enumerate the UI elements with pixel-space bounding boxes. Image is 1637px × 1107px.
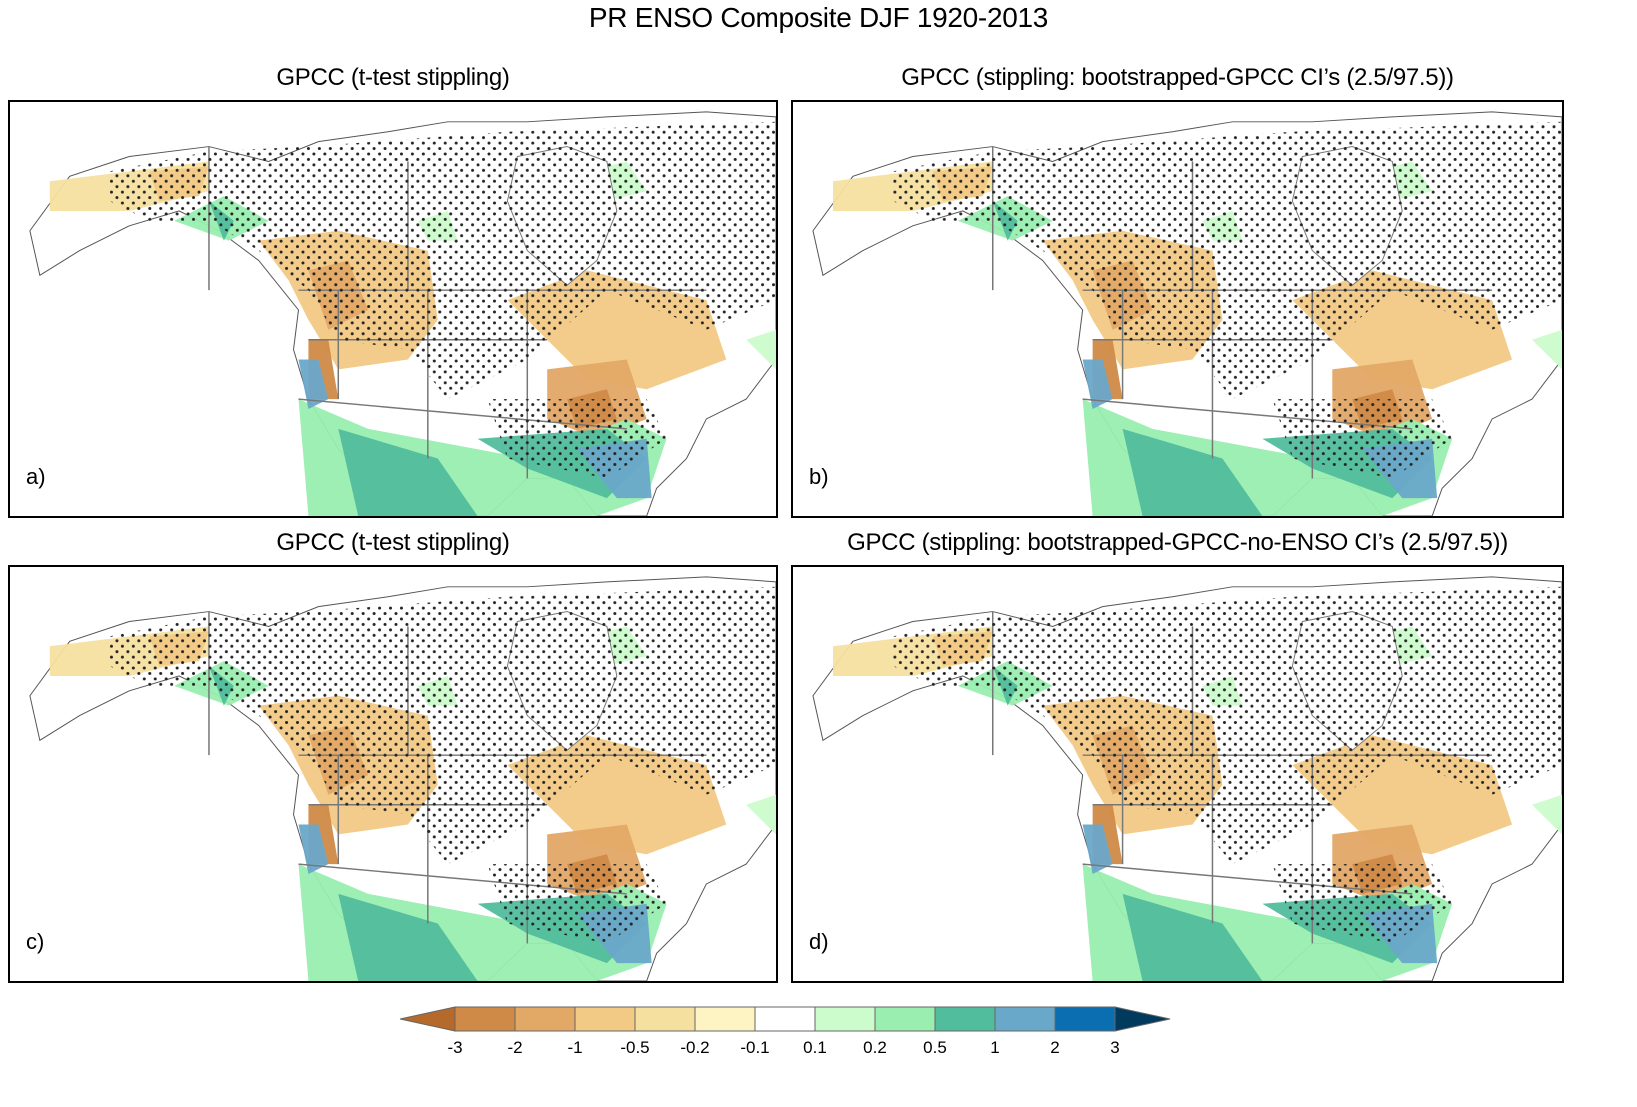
anomaly-region — [1082, 359, 1113, 410]
colorbar-tick-label: -1 — [567, 1038, 582, 1057]
map-panel-b: b) — [791, 100, 1564, 518]
colorbar-extend-low — [400, 1006, 456, 1032]
colorbar-box — [1054, 1006, 1116, 1032]
anomaly-region — [1122, 893, 1263, 981]
colorbar-box — [994, 1006, 1056, 1032]
colorbar-tick-label: 1 — [990, 1038, 999, 1057]
colorbar-box — [814, 1006, 876, 1032]
map-canvas — [29, 576, 776, 981]
anomaly-region — [746, 329, 776, 370]
colorbar-box — [514, 1006, 576, 1032]
panel-a-title: GPCC (t-test stippling) — [276, 64, 510, 91]
significance-stippling — [892, 121, 1562, 400]
significance-stippling — [109, 586, 776, 865]
colorbar-box — [574, 1006, 636, 1032]
significance-stippling — [109, 121, 776, 400]
colorbar-box — [454, 1006, 516, 1032]
anomaly-region — [1082, 824, 1113, 875]
significance-stippling — [487, 864, 667, 944]
colorbar-tick-label: 0.5 — [923, 1038, 947, 1057]
map-panel-a: a) — [8, 100, 778, 518]
colorbar-tick-label: -2 — [507, 1038, 522, 1057]
figure-title: PR ENSO Composite DJF 1920-2013 — [588, 2, 1049, 33]
anomaly-region — [1532, 329, 1562, 370]
colorbar-extend-high — [1114, 1006, 1171, 1032]
significance-stippling — [487, 399, 667, 479]
panel-d-label: d) — [809, 929, 829, 954]
anomaly-region — [338, 893, 478, 981]
panel-c-label: c) — [26, 929, 45, 954]
significance-stippling — [1272, 864, 1453, 944]
colorbar-box — [934, 1006, 996, 1032]
map-canvas — [29, 111, 776, 516]
anomaly-region — [338, 428, 478, 516]
colorbar: -3 -2 -1 -0.5 -0.2 -0.1 0.1 0.2 0.5 1 2 3 — [400, 1006, 1171, 1057]
colorbar-tick-label: 0.2 — [863, 1038, 887, 1057]
colorbar-box — [754, 1006, 816, 1032]
colorbar-box — [634, 1006, 696, 1032]
colorbar-tick-label: 2 — [1050, 1038, 1059, 1057]
panel-c-title: GPCC (t-test stippling) — [276, 529, 510, 556]
colorbar-tick-label: -0.2 — [680, 1038, 709, 1057]
colorbar-tick-label: -0.1 — [740, 1038, 769, 1057]
significance-stippling — [892, 586, 1562, 865]
panel-d-title: GPCC (stippling: bootstrapped-GPCC-no-EN… — [847, 529, 1508, 556]
colorbar-box — [874, 1006, 936, 1032]
anomaly-region — [1122, 428, 1263, 516]
colorbar-tick-label: 3 — [1110, 1038, 1119, 1057]
panel-b-label: b) — [809, 464, 829, 489]
map-panel-d: d) — [791, 565, 1564, 983]
significance-stippling — [1272, 399, 1453, 479]
panel-b-title: GPCC (stippling: bootstrapped-GPCC CI’s … — [901, 64, 1454, 91]
panel-a-label: a) — [26, 464, 46, 489]
map-canvas — [812, 576, 1562, 981]
map-canvas — [812, 111, 1562, 516]
colorbar-tick-label: -0.5 — [620, 1038, 649, 1057]
colorbar-tick-label: 0.1 — [803, 1038, 827, 1057]
colorbar-tick-label: -3 — [447, 1038, 462, 1057]
anomaly-region — [1532, 794, 1562, 835]
map-panel-c: c) — [8, 565, 778, 983]
colorbar-box — [694, 1006, 756, 1032]
anomaly-region — [746, 794, 776, 835]
